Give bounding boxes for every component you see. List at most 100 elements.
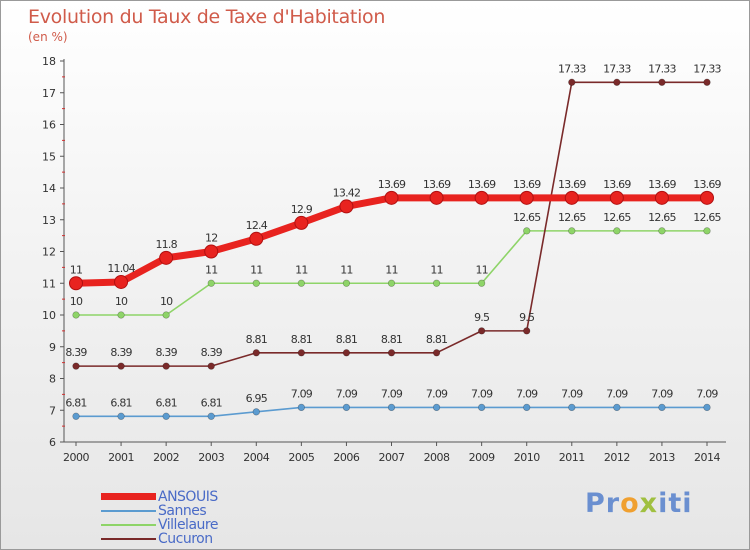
data-point-sannes xyxy=(297,403,305,411)
data-point-villelaure xyxy=(207,279,215,287)
data-point-cucuron xyxy=(252,349,260,357)
data-point-ansouis xyxy=(519,190,534,205)
data-point-sannes xyxy=(658,403,666,411)
data-label-sannes: 7.09 xyxy=(381,387,403,400)
data-label-ansouis: 13.69 xyxy=(513,178,541,191)
y-tick-label: 8 xyxy=(49,373,56,386)
data-label-villelaure: 12.65 xyxy=(603,211,631,224)
data-label-villelaure: 11 xyxy=(385,263,397,276)
y-tick-label: 7 xyxy=(49,404,56,417)
data-point-cucuron xyxy=(703,78,711,86)
data-label-sannes: 6.95 xyxy=(246,392,268,405)
data-point-villelaure xyxy=(523,227,531,235)
data-label-cucuron: 8.81 xyxy=(336,333,357,346)
data-point-sannes xyxy=(162,412,170,420)
data-point-cucuron xyxy=(478,327,486,335)
data-point-villelaure xyxy=(342,279,351,287)
data-point-villelaure xyxy=(72,311,80,319)
data-label-sannes: 7.09 xyxy=(516,387,538,400)
data-label-ansouis: 12.9 xyxy=(291,203,313,216)
data-label-ansouis: 11.8 xyxy=(155,238,177,251)
x-tick-label: 2004 xyxy=(243,451,269,464)
data-point-villelaure xyxy=(568,227,576,235)
data-label-cucuron: 9.5 xyxy=(474,311,490,324)
legend-label-ansouis: ANSOUIS xyxy=(158,488,218,505)
y-tick-label: 12 xyxy=(42,246,56,259)
data-point-cucuron xyxy=(342,349,351,357)
data-label-ansouis: 13.69 xyxy=(693,178,721,191)
data-point-villelaure xyxy=(432,279,441,287)
data-point-ansouis xyxy=(429,190,444,205)
legend-swatch-cucuron xyxy=(101,537,156,540)
data-label-sannes: 6.81 xyxy=(155,396,176,409)
data-label-sannes: 7.09 xyxy=(291,387,313,400)
data-label-ansouis: 13.69 xyxy=(378,178,406,191)
legend-label-villelaure: Villelaure xyxy=(158,516,218,533)
data-point-ansouis xyxy=(564,190,579,205)
data-label-ansouis: 13.69 xyxy=(603,178,631,191)
data-label-cucuron: 8.81 xyxy=(426,333,447,346)
data-point-villelaure xyxy=(613,227,621,235)
data-label-cucuron: 17.33 xyxy=(693,62,721,75)
y-tick-label: 13 xyxy=(42,214,56,227)
legend-label-sannes: Sannes xyxy=(158,502,207,519)
x-tick-label: 2008 xyxy=(424,451,450,464)
legend-swatch-sannes xyxy=(101,509,156,512)
x-tick-label: 2001 xyxy=(108,451,134,464)
data-label-cucuron: 8.39 xyxy=(110,346,132,359)
data-point-sannes xyxy=(207,412,215,420)
data-point-cucuron xyxy=(207,362,215,370)
data-point-sannes xyxy=(432,403,441,411)
data-label-cucuron: 8.81 xyxy=(291,333,312,346)
data-point-cucuron xyxy=(162,362,170,370)
data-point-sannes xyxy=(252,408,260,416)
data-point-cucuron xyxy=(117,362,125,370)
data-label-villelaure: 12.65 xyxy=(513,211,541,224)
data-label-villelaure: 11 xyxy=(205,263,217,276)
data-label-ansouis: 13.69 xyxy=(558,178,586,191)
data-point-villelaure xyxy=(252,279,260,287)
data-label-cucuron: 8.39 xyxy=(155,346,177,359)
x-tick-label: 2006 xyxy=(333,451,359,464)
data-label-ansouis: 12.4 xyxy=(246,219,268,232)
data-label-cucuron: 8.39 xyxy=(201,346,223,359)
legend-swatch-villelaure xyxy=(101,523,156,526)
data-point-sannes xyxy=(523,403,531,411)
series-lines xyxy=(69,78,714,420)
data-point-cucuron xyxy=(658,78,666,86)
x-tick-label: 2000 xyxy=(63,451,89,464)
data-point-villelaure xyxy=(162,311,170,319)
data-label-villelaure: 11 xyxy=(475,263,487,276)
data-point-villelaure xyxy=(387,279,396,287)
data-point-sannes xyxy=(478,403,486,411)
x-tick-label: 2010 xyxy=(514,451,540,464)
data-labels: 11 11.04 11.8 12 12.4 12.9 13.42 13.69 13.69 13.6… xyxy=(65,62,722,409)
chart-subtitle: (en %) xyxy=(28,30,68,44)
y-tick-label: 10 xyxy=(42,309,56,322)
data-point-ansouis xyxy=(294,215,309,230)
data-label-ansouis: 12 xyxy=(205,232,217,245)
data-label-sannes: 7.09 xyxy=(696,387,718,400)
data-point-ansouis xyxy=(700,190,714,205)
axes: 6 7 8 9 10 11 12 13 14 15 16 17 18 2000 2001 2002 2003 20… xyxy=(42,55,726,464)
data-label-cucuron: 8.81 xyxy=(246,333,267,346)
y-tick-label: 6 xyxy=(49,436,56,449)
y-tick-label: 15 xyxy=(42,150,56,163)
data-point-ansouis xyxy=(114,274,129,289)
data-point-cucuron xyxy=(387,349,396,357)
data-label-ansouis: 11.04 xyxy=(107,262,135,275)
data-label-sannes: 7.09 xyxy=(471,387,493,400)
data-label-ansouis: 13.42 xyxy=(333,186,361,199)
x-tick-label: 2005 xyxy=(288,451,314,464)
proxiti-logo: Proxiti xyxy=(585,488,693,519)
data-label-ansouis: 13.69 xyxy=(423,178,451,191)
data-point-sannes xyxy=(387,403,396,411)
x-tick-label: 2002 xyxy=(153,451,179,464)
data-label-sannes: 7.09 xyxy=(426,387,448,400)
data-point-ansouis xyxy=(609,190,624,205)
x-tick-label: 2003 xyxy=(198,451,224,464)
legend-swatch-ansouis xyxy=(101,493,156,500)
data-label-sannes: 6.81 xyxy=(65,396,86,409)
